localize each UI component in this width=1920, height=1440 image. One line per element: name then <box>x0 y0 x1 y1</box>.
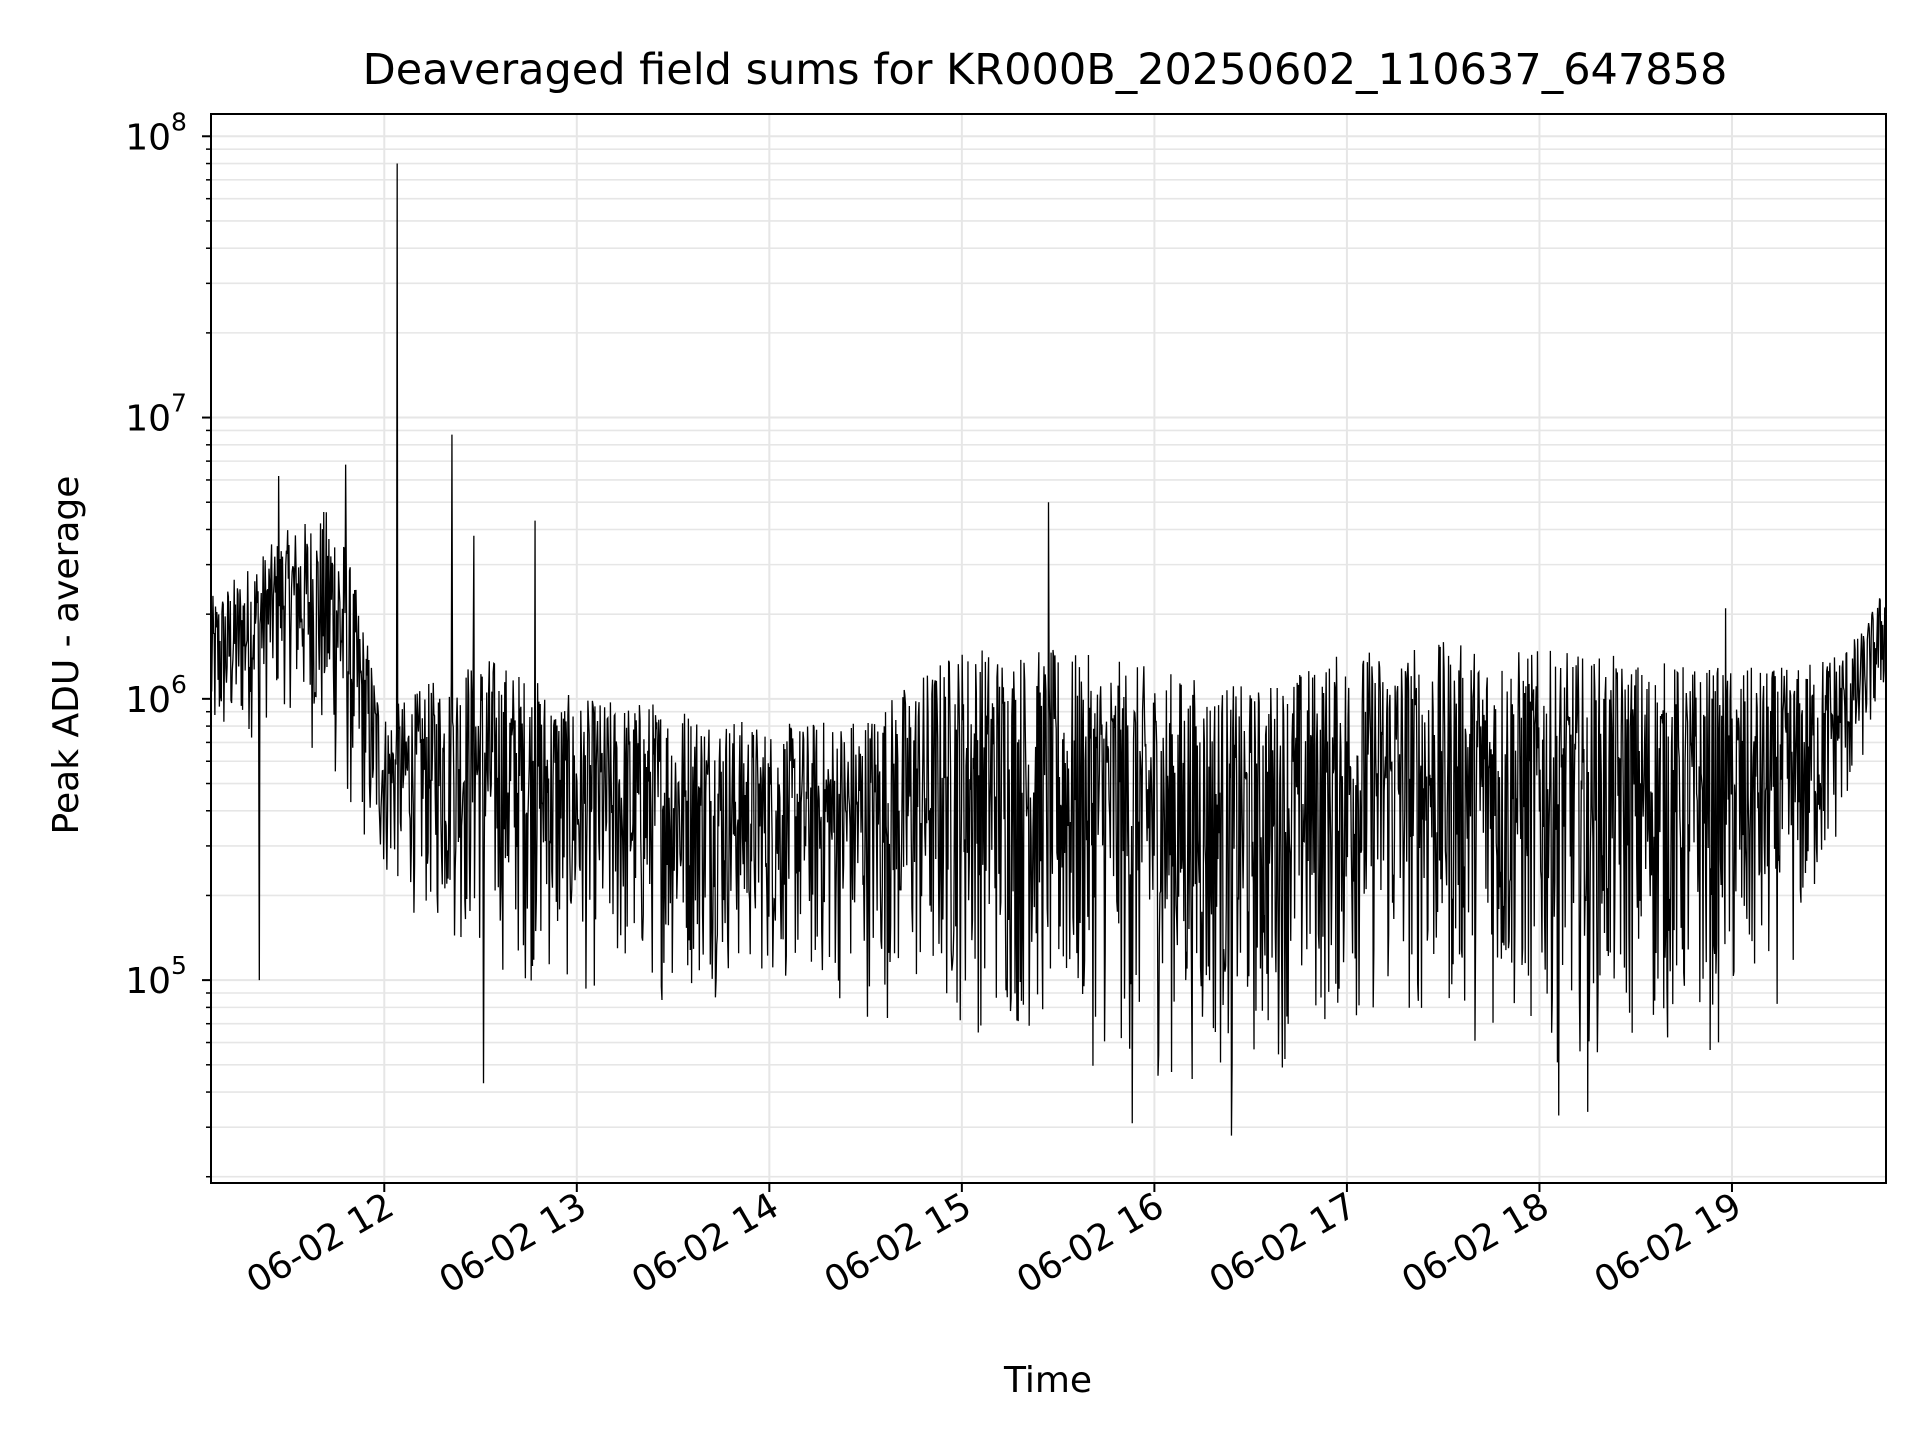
y-tick-exponent: 6 <box>171 670 187 699</box>
x-axis-label: Time <box>1003 1360 1092 1401</box>
series-line <box>210 163 1887 1136</box>
chart-title: Deaveraged field sums for KR000B_2025060… <box>363 45 1728 95</box>
y-tick-exponent: 7 <box>171 389 187 418</box>
y-tick-label: 10 <box>125 399 171 440</box>
y-tick-label: 10 <box>125 117 171 158</box>
y-tick-exponent: 5 <box>171 951 187 980</box>
y-axis-label: Peak ADU - average <box>46 476 87 835</box>
y-tick-label: 10 <box>125 961 171 1002</box>
y-tick-label: 10 <box>125 680 171 721</box>
y-tick-exponent: 8 <box>171 107 187 136</box>
data-series <box>210 163 1887 1136</box>
plot-frame <box>210 113 1887 1184</box>
